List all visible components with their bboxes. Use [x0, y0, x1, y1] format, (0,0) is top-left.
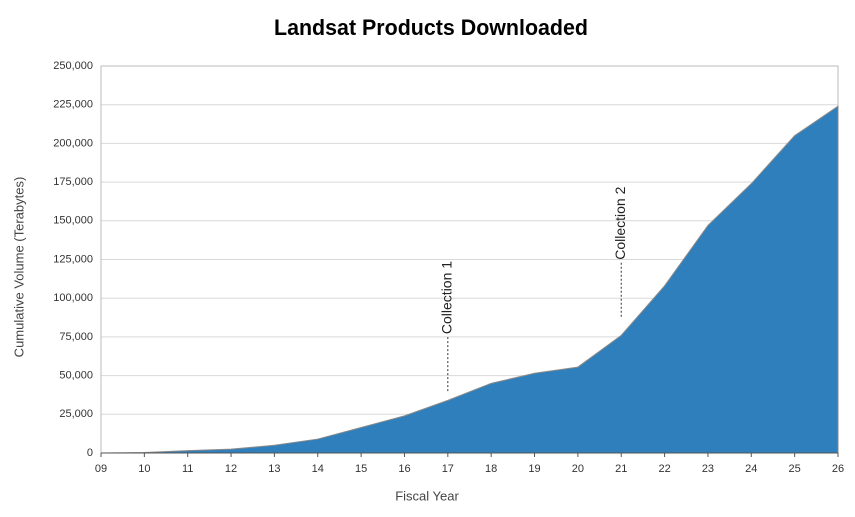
y-axis-label: Cumulative Volume (Terabytes) — [11, 177, 26, 358]
x-tick-label: 16 — [398, 463, 410, 475]
y-tick-label: 50,000 — [59, 370, 93, 382]
y-tick-label: 100,000 — [53, 292, 93, 304]
x-tick-label: 24 — [745, 463, 757, 475]
x-tick-label: 20 — [572, 463, 584, 475]
x-axis-label: Fiscal Year — [395, 488, 459, 503]
y-tick-label: 25,000 — [59, 408, 93, 420]
chart-title: Landsat Products Downloaded — [274, 15, 588, 40]
x-tick-label: 18 — [485, 463, 497, 475]
annotation: Collection 2 — [612, 186, 628, 259]
x-tick-label: 22 — [658, 463, 670, 475]
x-tick-label: 10 — [138, 463, 150, 475]
x-tick-label: 21 — [615, 463, 627, 475]
x-tick-label: 12 — [225, 463, 237, 475]
y-tick-label: 150,000 — [53, 215, 93, 227]
annotation: Collection 1 — [439, 261, 455, 334]
y-tick-label: 250,000 — [53, 60, 93, 72]
x-tick-label: 17 — [442, 463, 454, 475]
x-tick-label: 14 — [312, 463, 324, 475]
x-tick-label: 23 — [702, 463, 714, 475]
x-tick-label: 26 — [832, 463, 844, 475]
y-tick-label: 125,000 — [53, 253, 93, 265]
y-tick-label: 0 — [87, 447, 93, 459]
x-tick-label: 09 — [95, 463, 107, 475]
x-tick-label: 11 — [182, 463, 193, 475]
area — [100, 105, 839, 454]
x-tick-label: 15 — [355, 463, 367, 475]
y-tick-label: 200,000 — [53, 137, 93, 149]
x-tick-label: 13 — [268, 463, 280, 475]
x-tick-label: 25 — [789, 463, 801, 475]
y-tick-label: 225,000 — [53, 99, 93, 111]
x-tick-label: 19 — [528, 463, 540, 475]
y-tick-label: 175,000 — [53, 176, 93, 188]
y-tick-label: 75,000 — [59, 331, 93, 343]
